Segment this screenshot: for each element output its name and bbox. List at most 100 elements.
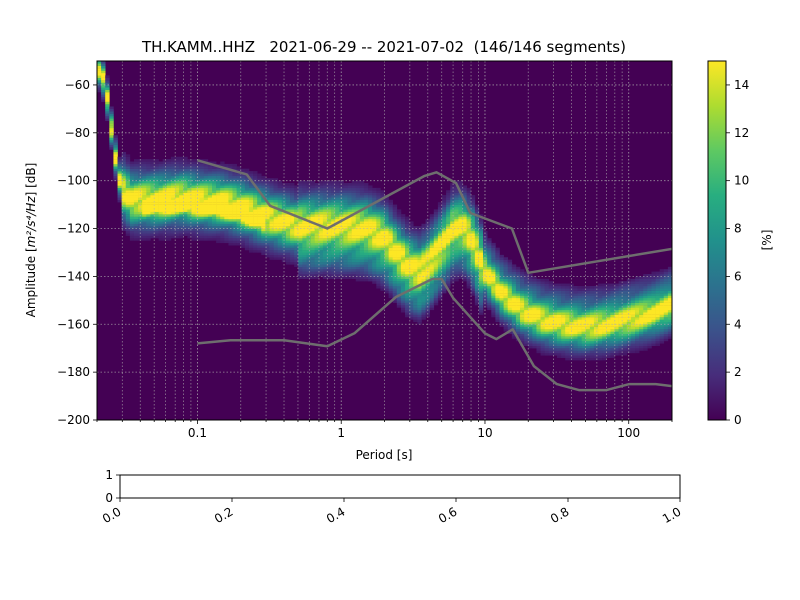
heatmap-cell bbox=[602, 355, 607, 358]
heatmap-cell bbox=[483, 269, 488, 272]
heatmap-cell bbox=[577, 305, 582, 308]
heatmap-cell bbox=[659, 341, 665, 344]
heatmap-cell bbox=[433, 216, 439, 220]
heatmap-cell bbox=[630, 305, 636, 308]
heatmap-cell bbox=[388, 266, 394, 270]
heatmap-cell bbox=[392, 226, 398, 229]
heatmap-cell bbox=[491, 305, 496, 308]
heatmap-cell bbox=[507, 321, 513, 325]
heatmap-cell bbox=[593, 329, 599, 332]
heatmap-cell bbox=[392, 266, 398, 270]
heatmap-cell bbox=[639, 281, 644, 284]
heatmap-cell bbox=[236, 216, 242, 220]
heatmap-cell bbox=[318, 259, 324, 263]
heatmap-cell bbox=[511, 295, 517, 299]
heatmap-cell bbox=[331, 183, 336, 186]
heatmap-cell bbox=[663, 285, 669, 289]
heatmap-cell bbox=[129, 199, 135, 203]
heatmap-cell bbox=[409, 307, 414, 311]
heatmap-cell bbox=[146, 195, 151, 198]
heatmap-cell bbox=[261, 247, 266, 251]
heatmap-cell bbox=[129, 221, 135, 224]
empty-axes-x-tick-label: 1.0 bbox=[660, 504, 684, 526]
heatmap-cell bbox=[573, 321, 578, 325]
heatmap-cell bbox=[659, 309, 665, 313]
heatmap-cell bbox=[405, 271, 410, 275]
heatmap-cell bbox=[269, 187, 274, 191]
heatmap-cell bbox=[540, 290, 545, 294]
heatmap-cell bbox=[236, 240, 242, 244]
heatmap-cell bbox=[294, 211, 299, 215]
heatmap-cell bbox=[335, 274, 340, 277]
heatmap-cell bbox=[129, 230, 135, 234]
heatmap-cell bbox=[589, 331, 595, 335]
heatmap-cell bbox=[273, 228, 279, 232]
heatmap-cell bbox=[470, 223, 476, 227]
heatmap-cell bbox=[212, 214, 217, 217]
heatmap-cell bbox=[179, 230, 184, 234]
heatmap-cell bbox=[372, 254, 377, 258]
heatmap-cell bbox=[388, 238, 394, 241]
heatmap-cell bbox=[343, 190, 348, 193]
heatmap-cell bbox=[433, 221, 439, 224]
heatmap-cell bbox=[593, 285, 599, 289]
heatmap-cell bbox=[257, 175, 262, 179]
heatmap-cell bbox=[626, 314, 632, 318]
heatmap-cell bbox=[647, 295, 652, 299]
heatmap-cell bbox=[376, 283, 381, 287]
heatmap-cell bbox=[466, 190, 472, 193]
heatmap-cell bbox=[351, 187, 357, 191]
heatmap-cell bbox=[207, 171, 213, 174]
heatmap-cell bbox=[639, 333, 644, 337]
heatmap-cell bbox=[602, 341, 607, 344]
heatmap-cell bbox=[581, 333, 587, 337]
heatmap-cell bbox=[573, 338, 578, 342]
heatmap-cell bbox=[487, 262, 492, 265]
heatmap-cell bbox=[585, 341, 591, 344]
heatmap-cell bbox=[507, 283, 513, 287]
heatmap-cell bbox=[417, 254, 422, 258]
heatmap-cell bbox=[458, 271, 463, 275]
heatmap-cell bbox=[515, 283, 521, 287]
heatmap-cell bbox=[491, 281, 496, 284]
heatmap-cell bbox=[417, 245, 422, 248]
heatmap-cell bbox=[442, 271, 447, 275]
heatmap-cell bbox=[257, 233, 262, 236]
heatmap-cell bbox=[417, 269, 422, 272]
heatmap-cell bbox=[388, 295, 394, 299]
heatmap-cell bbox=[392, 214, 398, 217]
heatmap-cell bbox=[470, 206, 476, 210]
heatmap-cell bbox=[585, 326, 591, 330]
heatmap-cell bbox=[499, 290, 504, 294]
heatmap-cell bbox=[651, 281, 656, 284]
heatmap-cell bbox=[191, 161, 196, 165]
heatmap-cell bbox=[528, 324, 533, 327]
heatmap-cell bbox=[561, 336, 566, 339]
heatmap-cell bbox=[355, 230, 361, 234]
heatmap-cell bbox=[302, 250, 307, 253]
heatmap-cell bbox=[170, 209, 176, 212]
heatmap-cell bbox=[647, 331, 652, 335]
heatmap-cell bbox=[142, 199, 147, 203]
heatmap-cell bbox=[462, 250, 467, 253]
heatmap-cell bbox=[589, 317, 595, 320]
heatmap-cell bbox=[606, 295, 611, 299]
heatmap-cell bbox=[396, 226, 402, 229]
heatmap-cell bbox=[318, 257, 324, 260]
heatmap-cell bbox=[203, 230, 209, 234]
heatmap-cell bbox=[170, 226, 176, 229]
heatmap-cell bbox=[593, 355, 599, 358]
heatmap-cell bbox=[585, 305, 591, 308]
heatmap-cell bbox=[618, 307, 624, 311]
heatmap-cell bbox=[618, 329, 624, 332]
heatmap-cell bbox=[236, 233, 242, 236]
heatmap-cell bbox=[495, 314, 500, 318]
heatmap-cell bbox=[483, 233, 488, 236]
heatmap-cell bbox=[150, 209, 155, 212]
heatmap-cell bbox=[462, 216, 467, 220]
heatmap-cell bbox=[622, 350, 628, 354]
heatmap-cell bbox=[228, 216, 233, 220]
heatmap-cell bbox=[162, 199, 168, 203]
heatmap-cell bbox=[515, 278, 521, 282]
heatmap-cell bbox=[478, 230, 484, 234]
